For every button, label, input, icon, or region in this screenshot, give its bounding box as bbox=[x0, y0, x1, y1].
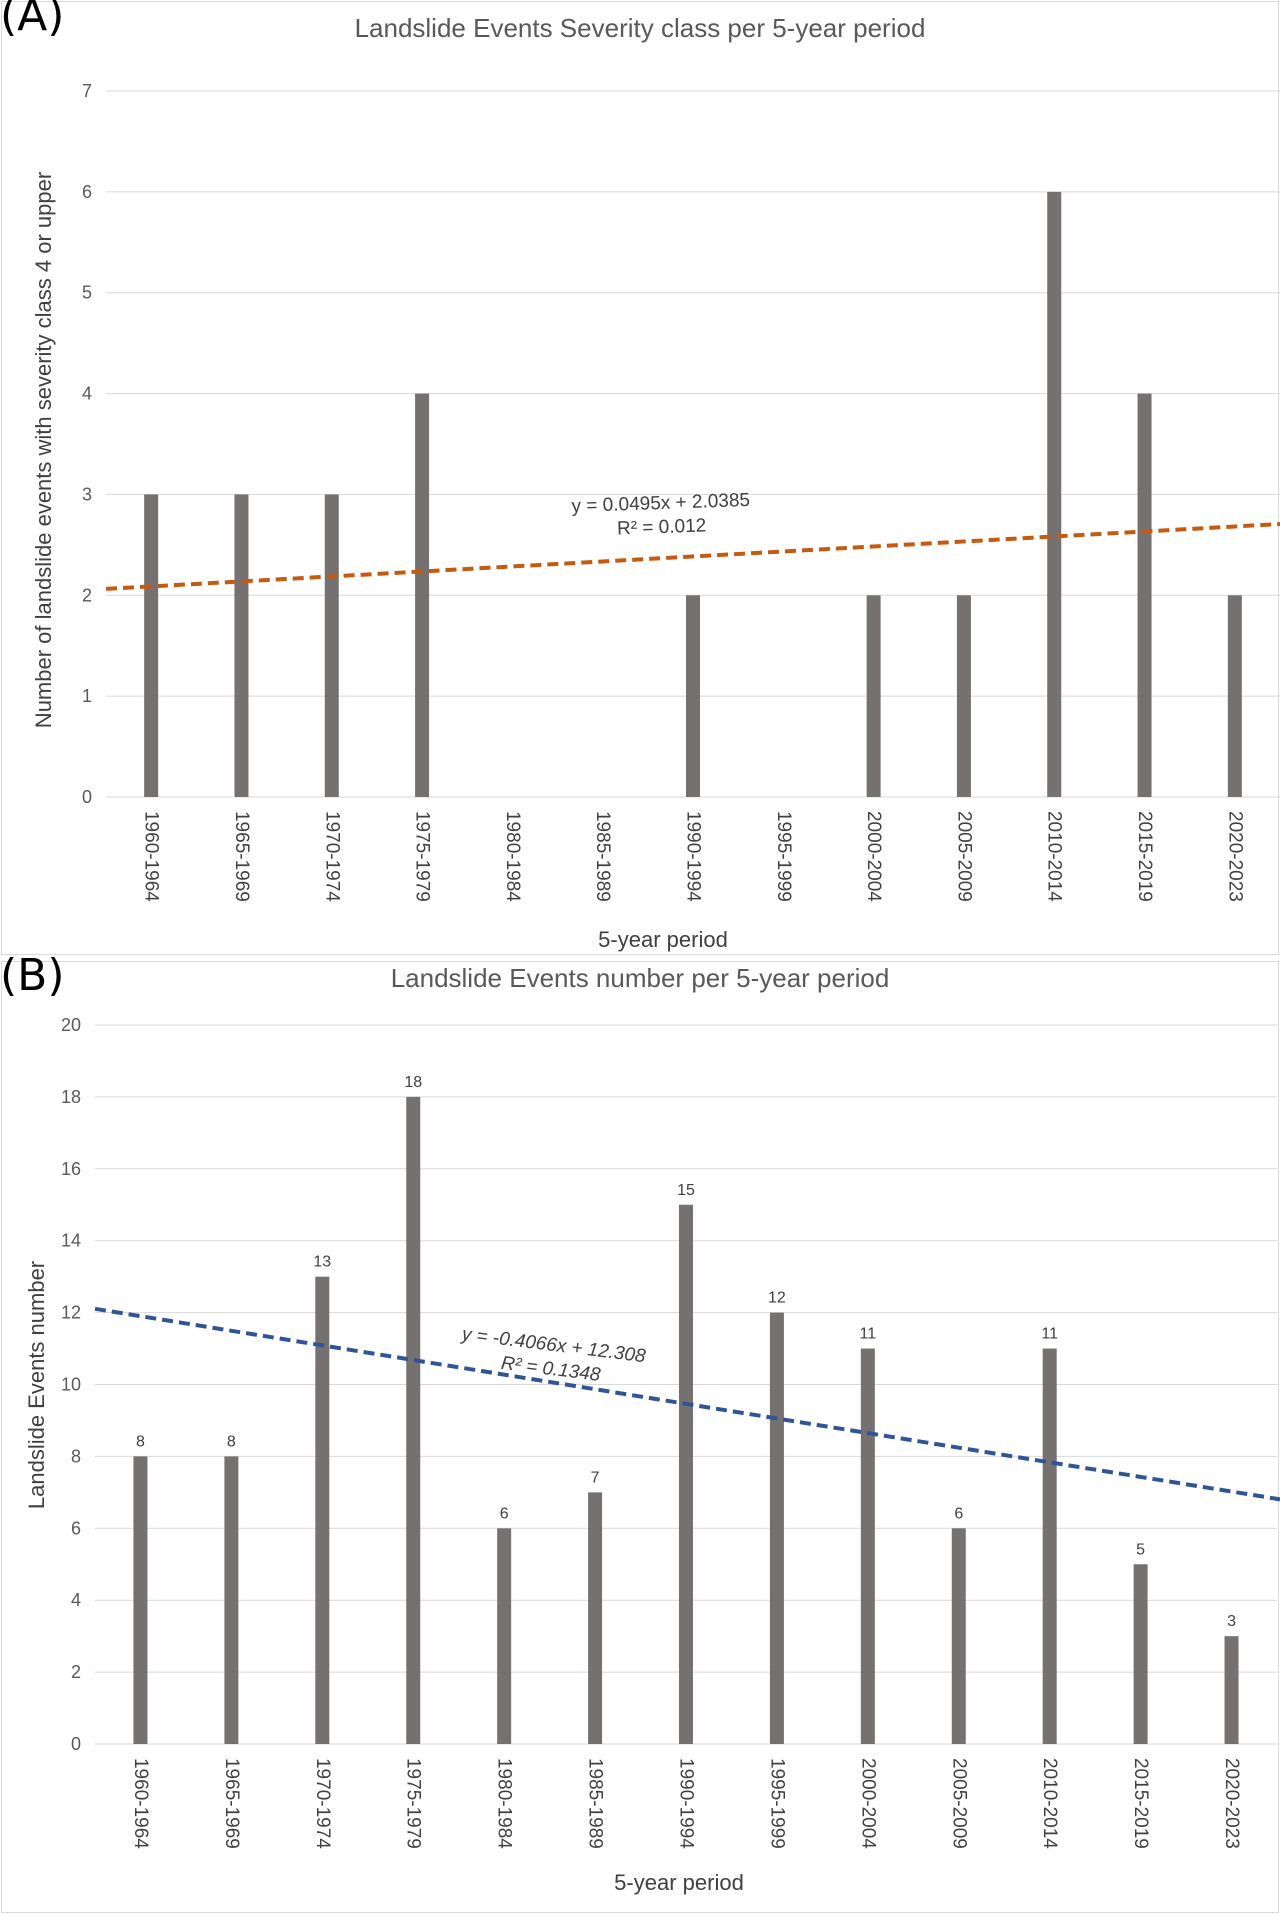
data-label: 11 bbox=[860, 1326, 877, 1343]
y-tick-label: 10 bbox=[61, 1375, 81, 1395]
data-label: 12 bbox=[768, 1290, 786, 1307]
y-tick-label: 7 bbox=[82, 81, 92, 101]
bar bbox=[1224, 1636, 1239, 1744]
y-tick-label: 6 bbox=[71, 1518, 81, 1538]
bar bbox=[324, 494, 339, 797]
bar bbox=[588, 1492, 603, 1744]
x-tick-label: 2015-2019 bbox=[1134, 811, 1155, 902]
y-tick-label: 0 bbox=[71, 1734, 81, 1754]
bar bbox=[234, 494, 249, 797]
y-tick-label: 14 bbox=[61, 1231, 81, 1251]
x-axis-title: 5-year period bbox=[598, 927, 728, 952]
bar bbox=[415, 393, 430, 797]
bar bbox=[144, 494, 159, 797]
chart-title: Landslide Events Severity class per 5-ye… bbox=[355, 13, 926, 43]
data-label: 8 bbox=[136, 1433, 145, 1450]
bar bbox=[866, 595, 881, 797]
x-tick-label: 2005-2009 bbox=[948, 1758, 969, 1849]
bar bbox=[679, 1204, 693, 1744]
y-tick-label: 20 bbox=[61, 1015, 81, 1035]
bar bbox=[769, 1312, 784, 1744]
bar bbox=[686, 595, 700, 797]
bar bbox=[860, 1348, 875, 1744]
bar bbox=[1227, 595, 1242, 797]
trendline bbox=[94, 1306, 1280, 1502]
data-label: 13 bbox=[313, 1254, 331, 1271]
data-label: 8 bbox=[227, 1433, 236, 1450]
chart-svg-b: Landslide Events number per 5-year perio… bbox=[24, 963, 1280, 1895]
panel-label-a: (A) bbox=[0, 0, 65, 41]
y-axis-title: Number of landslide events with severity… bbox=[31, 172, 56, 728]
x-axis-title: 5-year period bbox=[614, 1870, 744, 1895]
x-tick-label: 1970-1974 bbox=[312, 1758, 333, 1849]
bar bbox=[497, 1528, 512, 1744]
y-tick-label: 4 bbox=[82, 384, 92, 404]
x-tick-label: 1970-1974 bbox=[321, 811, 342, 902]
y-tick-label: 6 bbox=[82, 182, 92, 202]
x-tick-label: 2015-2019 bbox=[1130, 1758, 1151, 1849]
x-tick-label: 2005-2009 bbox=[953, 811, 974, 902]
bar bbox=[1047, 191, 1062, 797]
y-axis-title: Landslide Events number bbox=[24, 1261, 49, 1509]
x-tick-label: 1975-1979 bbox=[403, 1758, 424, 1849]
x-tick-label: 1980-1984 bbox=[502, 811, 523, 902]
y-tick-label: 8 bbox=[71, 1446, 81, 1466]
data-label: 3 bbox=[1227, 1613, 1236, 1630]
bar bbox=[1042, 1348, 1057, 1744]
y-tick-label: 18 bbox=[61, 1087, 81, 1107]
data-label: 6 bbox=[500, 1505, 509, 1522]
data-label: 7 bbox=[591, 1469, 600, 1486]
y-tick-label: 3 bbox=[82, 484, 92, 504]
y-tick-label: 2 bbox=[82, 585, 92, 605]
bar bbox=[1133, 1564, 1148, 1744]
data-label: 5 bbox=[1136, 1541, 1145, 1558]
x-tick-label: 2000-2004 bbox=[857, 1758, 878, 1849]
y-tick-label: 0 bbox=[82, 787, 92, 807]
x-tick-label: 1960-1964 bbox=[130, 1758, 151, 1849]
chart-panel-a: (A) Landslide Events Severity class per … bbox=[0, 0, 1280, 956]
x-tick-label: 1990-1994 bbox=[676, 1758, 697, 1849]
chart-svg-a: Landslide Events Severity class per 5-ye… bbox=[31, 13, 1280, 952]
trendline-r2-text: R² = 0.012 bbox=[617, 515, 707, 539]
trendline bbox=[105, 522, 1280, 591]
x-tick-label: 1965-1969 bbox=[221, 1758, 242, 1849]
x-tick-label: 1975-1979 bbox=[412, 811, 433, 902]
x-tick-label: 2020-2023 bbox=[1224, 811, 1245, 902]
bar bbox=[315, 1276, 330, 1744]
x-tick-label: 1965-1969 bbox=[231, 811, 252, 902]
bar bbox=[224, 1456, 239, 1744]
chart-panel-b: (B) Landslide Events number per 5-year p… bbox=[0, 954, 1280, 1914]
y-tick-label: 2 bbox=[71, 1662, 81, 1682]
bar bbox=[406, 1096, 421, 1744]
x-tick-label: 1995-1999 bbox=[766, 1758, 787, 1849]
bar bbox=[133, 1456, 148, 1744]
bar bbox=[951, 1528, 966, 1744]
y-tick-label: 1 bbox=[82, 686, 92, 706]
data-label: 6 bbox=[954, 1505, 963, 1522]
x-tick-label: 1995-1999 bbox=[773, 811, 794, 902]
y-tick-label: 5 bbox=[82, 283, 92, 303]
x-tick-label: 2020-2023 bbox=[1221, 1758, 1242, 1849]
y-tick-label: 4 bbox=[71, 1590, 81, 1610]
x-tick-label: 1980-1984 bbox=[494, 1758, 515, 1849]
panel-label-b: (B) bbox=[0, 950, 65, 1001]
bar bbox=[956, 595, 971, 797]
x-tick-label: 1985-1989 bbox=[585, 1758, 606, 1849]
x-tick-label: 2010-2014 bbox=[1039, 1758, 1060, 1849]
data-label: 15 bbox=[677, 1182, 695, 1199]
x-tick-label: 1990-1994 bbox=[683, 811, 704, 902]
data-label: 18 bbox=[404, 1074, 422, 1091]
y-tick-label: 12 bbox=[61, 1303, 81, 1323]
bar bbox=[1137, 393, 1152, 797]
y-tick-label: 16 bbox=[61, 1159, 81, 1179]
x-tick-label: 1985-1989 bbox=[592, 811, 613, 902]
data-label: 11 bbox=[1041, 1326, 1058, 1343]
x-tick-label: 2010-2014 bbox=[1044, 811, 1065, 902]
chart-title: Landslide Events number per 5-year perio… bbox=[391, 963, 890, 993]
x-tick-label: 1960-1964 bbox=[141, 811, 162, 902]
x-tick-label: 2000-2004 bbox=[863, 811, 884, 902]
